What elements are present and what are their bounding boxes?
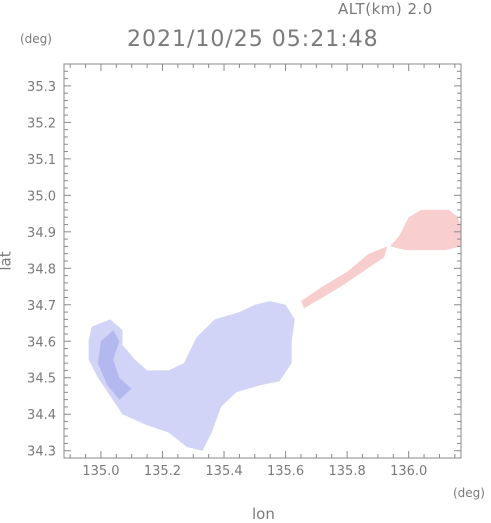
x-tick-label: 135.2 (144, 464, 181, 479)
x-tick-label: 135.6 (267, 464, 304, 479)
y-tick-label: 34.9 (27, 226, 56, 241)
y-tick-label: 34.8 (27, 262, 56, 277)
region-osaka-bay-area (88, 301, 295, 451)
region-northeast-corridor (301, 246, 388, 309)
y-tick-label: 34.7 (27, 299, 56, 314)
altitude-label: ALT(km) 2.0 (338, 0, 433, 18)
y-tick-label: 35.1 (27, 153, 56, 168)
y-tick-label: 34.5 (27, 372, 56, 387)
y-tick-label: 34.6 (27, 335, 56, 350)
x-tick-label: 135.8 (329, 464, 366, 479)
y-tick-label: 35.3 (27, 80, 56, 95)
region-lake-biwa-south (390, 209, 461, 251)
region-inner-bay-hollow (97, 330, 132, 400)
x-tick-label: 136.0 (390, 464, 427, 479)
y-axis-unit: (deg) (20, 32, 52, 46)
x-tick-label: 135.4 (205, 464, 242, 479)
y-tick-label: 35.2 (27, 116, 56, 131)
axis-ticks: 135.0 135.2 135.4 135.6 135.8 136.0 34.3 34.4 34… (27, 63, 461, 479)
y-tick-label: 35.0 (27, 189, 56, 204)
data-regions (88, 209, 461, 451)
x-axis-unit: (deg) (453, 486, 485, 500)
timestamp-title: 2021/10/25 05:21:48 (127, 27, 379, 52)
y-tick-label: 34.4 (27, 408, 56, 423)
y-tick-label: 34.3 (27, 445, 56, 460)
x-tick-label: 135.0 (82, 464, 119, 479)
x-axis-label: lon (252, 505, 275, 523)
